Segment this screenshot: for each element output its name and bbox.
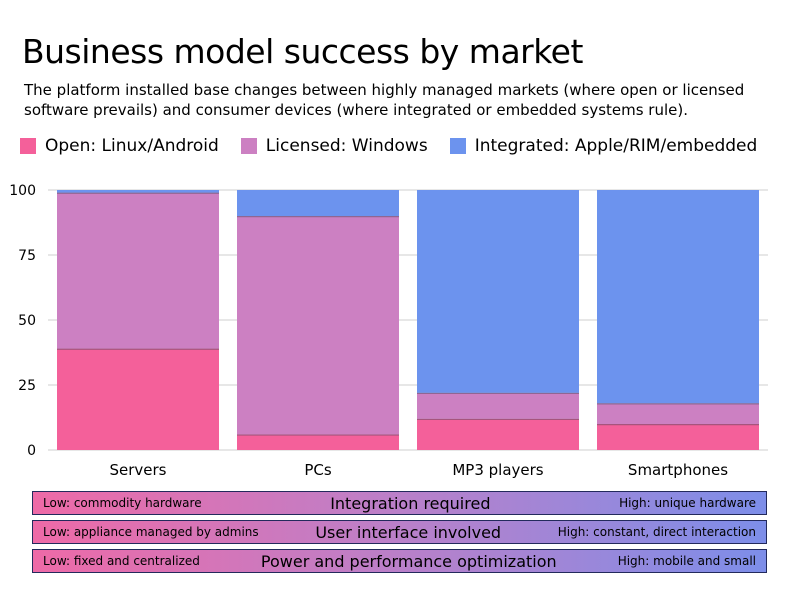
- bar-segment-licensed: [597, 403, 759, 424]
- y-tick-label: 75: [18, 248, 36, 264]
- bar-segment-licensed: [57, 192, 219, 349]
- bar-segment-open: [417, 418, 579, 450]
- legend-swatch-open: [20, 138, 36, 154]
- band-user-interface-high: High: constant, direct interaction: [557, 525, 756, 539]
- legend: Open: Linux/Android Licensed: Windows In…: [20, 135, 779, 157]
- band-user-interface-title: User interface involved: [315, 522, 502, 542]
- y-tick-label: 25: [18, 378, 36, 394]
- band-user-interface-low: Low: appliance managed by admins: [43, 525, 259, 539]
- band-integration-low: Low: commodity hardware: [43, 496, 202, 510]
- band-integration: Low: commodity hardware Integration requ…: [32, 491, 767, 515]
- chart-title: Business model success by market: [22, 32, 583, 71]
- band-power: Low: fixed and centralized Power and per…: [32, 549, 767, 573]
- bar-segment-licensed: [417, 392, 579, 419]
- legend-label-integrated: Integrated: Apple/RIM/embedded: [474, 136, 758, 156]
- legend-item-integrated: Integrated: Apple/RIM/embedded: [449, 136, 758, 156]
- x-category-label: Smartphones: [628, 461, 728, 479]
- bar-segment-integrated: [57, 190, 219, 193]
- bar-segment-integrated: [597, 190, 759, 404]
- x-axis-categories: Servers PCs MP3 players Smartphones: [109, 461, 728, 479]
- legend-item-licensed: Licensed: Windows: [240, 136, 428, 156]
- x-category-label: MP3 players: [452, 461, 543, 479]
- bar-segment-open: [57, 348, 219, 450]
- legend-label-licensed: Licensed: Windows: [265, 136, 428, 156]
- bar-segment-licensed: [237, 216, 399, 435]
- x-category-label: PCs: [304, 461, 332, 479]
- y-axis-ticks: 0 25 50 75 100: [9, 183, 36, 459]
- band-power-low: Low: fixed and centralized: [43, 554, 200, 568]
- stacked-bar-chart: 0 25 50 75 100 Servers PCs MP3 players Smartpho…: [9, 183, 768, 479]
- legend-item-open: Open: Linux/Android: [20, 136, 219, 156]
- band-power-title: Power and performance optimization: [260, 551, 557, 571]
- bar-segment-integrated: [237, 190, 399, 216]
- band-user-interface: Low: appliance managed by admins User in…: [32, 520, 767, 544]
- y-tick-label: 0: [27, 443, 36, 459]
- legend-label-open: Open: Linux/Android: [45, 136, 219, 156]
- bar-segment-open: [237, 434, 399, 450]
- y-tick-label: 50: [18, 313, 36, 329]
- bar-segment-open: [597, 424, 759, 450]
- band-power-high: High: mobile and small: [617, 554, 756, 568]
- band-integration-title: Integration required: [330, 493, 491, 513]
- chart-subtitle: The platform installed base changes betw…: [24, 81, 745, 119]
- legend-swatch-licensed: [240, 138, 257, 154]
- bar-segment-integrated: [417, 190, 579, 393]
- x-category-label: Servers: [109, 461, 166, 479]
- band-integration-high: High: unique hardware: [619, 496, 756, 510]
- legend-swatch-integrated: [449, 138, 466, 154]
- y-tick-label: 100: [9, 183, 36, 199]
- bars: [57, 190, 759, 450]
